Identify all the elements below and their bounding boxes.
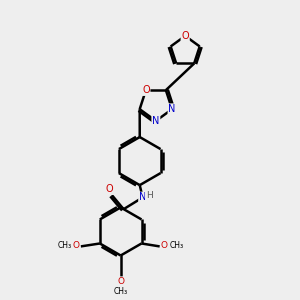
Text: CH₃: CH₃: [114, 287, 128, 296]
Text: N: N: [168, 104, 176, 114]
Text: O: O: [73, 241, 80, 250]
Text: N: N: [152, 116, 160, 126]
Text: H: H: [146, 191, 152, 200]
Text: N: N: [139, 192, 146, 203]
Text: O: O: [106, 184, 113, 194]
Text: O: O: [142, 85, 150, 95]
Text: CH₃: CH₃: [169, 241, 184, 250]
Text: O: O: [117, 277, 124, 286]
Text: CH₃: CH₃: [58, 241, 72, 250]
Text: O: O: [182, 31, 189, 41]
Text: O: O: [161, 241, 168, 250]
